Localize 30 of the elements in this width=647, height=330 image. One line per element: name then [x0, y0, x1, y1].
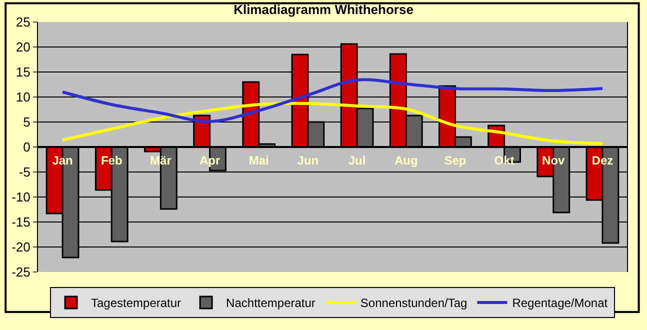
y-tick-label: 0: [23, 140, 30, 155]
chart-title: Klimadiagramm Whithehorse: [234, 2, 414, 18]
y-tick-label: -10: [12, 190, 30, 205]
x-tick-label: Jan: [52, 153, 73, 168]
y-tick-label: -20: [12, 240, 30, 255]
x-tick-label: Aug: [394, 153, 418, 168]
y-tick-label: 10: [16, 90, 30, 105]
x-tick-label: Apr: [199, 153, 220, 168]
line-series: [61, 78, 604, 123]
y-tick-label: -25: [12, 264, 30, 280]
legend-label: Regentage/Monat: [512, 296, 608, 310]
y-tick-label: -15: [12, 214, 30, 230]
y-tick-label: -5: [18, 164, 30, 180]
x-tick-label: Sep: [444, 153, 466, 168]
x-tick-label: Nov: [542, 153, 566, 168]
y-tick-label: 20: [16, 40, 30, 55]
x-tick-label: Jun: [297, 153, 319, 168]
legend-label: Nachttemperatur: [226, 296, 316, 310]
x-tick-label: Okt: [494, 153, 514, 168]
x-tick-label: Jul: [348, 153, 366, 168]
y-tick-label: 25: [16, 14, 30, 30]
x-tick-label: Dez: [592, 153, 614, 168]
x-tick-label: Mär: [150, 153, 172, 168]
legend-label: Tagestemperatur: [91, 296, 182, 310]
y-tick-label: 15: [16, 64, 30, 80]
x-tick-label: Feb: [100, 153, 122, 168]
y-tick-label: 5: [23, 114, 30, 130]
legend-label: Sonnenstunden/Tag: [360, 296, 468, 310]
line-series: [61, 102, 604, 145]
x-tick-label: Mai: [248, 153, 269, 168]
